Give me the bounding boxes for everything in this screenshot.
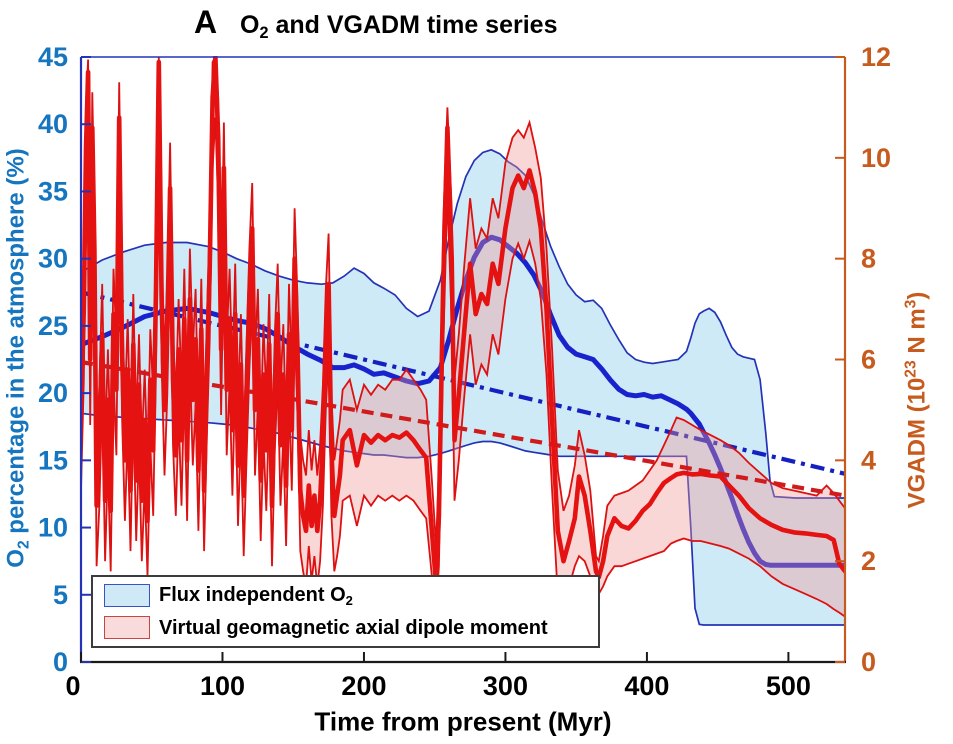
panel-label: A — [194, 4, 218, 40]
left-axis-tick-label: 45 — [38, 42, 68, 72]
left-axis-tick-label: 10 — [38, 513, 68, 543]
legend-label-o2: Flux independent O2 — [159, 583, 353, 608]
o2-uncertainty-band — [81, 149, 845, 626]
left-axis-tick-label: 5 — [53, 580, 68, 610]
left-axis-tick-label: 35 — [38, 176, 68, 206]
right-axis-tick-label: 10 — [861, 143, 891, 173]
left-axis-tick-label: 40 — [38, 109, 68, 139]
right-axis-tick-label: 12 — [861, 42, 891, 72]
legend-entry-o2: Flux independent O2 — [93, 582, 598, 610]
legend-swatch-o2-band — [104, 584, 150, 607]
x-axis-tick-label: 100 — [200, 671, 245, 701]
right-axis-tick-label: 6 — [861, 345, 876, 375]
legend-box: Flux independent O2 Virtual geomagnetic … — [91, 575, 600, 648]
left-axis-tick-label: 15 — [38, 445, 68, 475]
x-axis-tick-label: 500 — [766, 671, 811, 701]
legend-entry-vgadm: Virtual geomagnetic axial dipole moment — [93, 614, 598, 642]
legend-swatch-vgadm-band — [104, 616, 150, 639]
right-axis-tick-label: 8 — [861, 244, 876, 274]
legend-label-vgadm: Virtual geomagnetic axial dipole moment — [159, 616, 548, 639]
left-axis-tick-label: 0 — [53, 647, 68, 677]
vgadm-trend-line — [80, 359, 846, 498]
right-axis-tick-label: 4 — [861, 445, 876, 475]
curves-layer — [80, 56, 846, 626]
chart-title: O2 and VGADM time series — [240, 11, 558, 42]
left-y-axis-label: O2 percentage in the atmosphere (%) — [2, 148, 33, 568]
right-y-axis-label: VGADM (1023 N m3) — [902, 291, 931, 509]
left-axis-tick-label: 30 — [38, 244, 68, 274]
left-axis-tick-label: 25 — [38, 311, 68, 341]
right-axis-tick-label: 2 — [861, 546, 876, 576]
right-axis-tick-label: 0 — [861, 647, 876, 677]
x-axis-tick-label: 300 — [483, 671, 528, 701]
x-axis-label: Time from present (Myr) — [314, 706, 612, 737]
x-axis-tick-label: 200 — [341, 671, 386, 701]
vgadm-mean-line — [80, 56, 846, 587]
o2-band-upper-edge — [80, 148, 845, 499]
x-axis-tick-label: 400 — [624, 671, 669, 701]
left-axis-tick-label: 20 — [38, 378, 68, 408]
x-axis-tick-label: 0 — [65, 671, 80, 701]
